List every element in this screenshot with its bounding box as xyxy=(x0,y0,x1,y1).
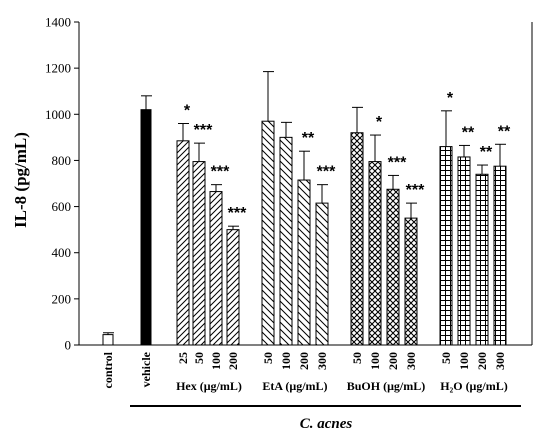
x-category-label: 50 xyxy=(350,352,364,364)
bar xyxy=(475,173,489,346)
significance-marker: *** xyxy=(194,122,213,139)
bar xyxy=(209,191,223,346)
bars: ***************************** xyxy=(102,71,511,346)
group-label: BuOH (μg/mL) xyxy=(347,379,425,393)
bar xyxy=(350,132,364,346)
x-category-label: 300 xyxy=(493,352,507,370)
bar xyxy=(457,156,471,346)
x-category-label: 50 xyxy=(439,352,453,364)
significance-marker: * xyxy=(447,90,454,107)
x-category-label: control xyxy=(101,351,115,388)
bar xyxy=(439,146,453,346)
x-category-label: 25 xyxy=(176,352,190,364)
bar xyxy=(315,202,329,346)
x-category-label: 100 xyxy=(457,352,471,370)
significance-marker: *** xyxy=(211,164,230,181)
x-category-label: 50 xyxy=(261,352,275,364)
x-category-label: 50 xyxy=(192,352,206,364)
bar xyxy=(386,188,400,346)
bar xyxy=(368,161,382,346)
x-category-label: 100 xyxy=(209,352,223,370)
y-tick-label: 1200 xyxy=(45,61,71,76)
bar xyxy=(192,161,206,346)
bar xyxy=(140,109,152,346)
y-tick-label: 0 xyxy=(65,338,72,353)
significance-marker: * xyxy=(184,103,191,120)
bar xyxy=(404,217,418,346)
x-category-label: 300 xyxy=(315,352,329,370)
significance-marker: * xyxy=(376,114,383,131)
x-category-label: 200 xyxy=(226,352,240,370)
bar xyxy=(102,334,114,346)
x-category-label: 300 xyxy=(404,352,418,370)
y-axis-label: IL-8 (pg/mL) xyxy=(11,132,30,228)
y-tick-label: 1000 xyxy=(45,107,71,122)
bar xyxy=(176,140,190,346)
bar xyxy=(493,165,507,346)
x-category-label: vehicle xyxy=(139,351,153,387)
bar xyxy=(226,229,240,346)
x-category-label: 100 xyxy=(368,352,382,370)
bar xyxy=(279,136,293,346)
significance-marker: *** xyxy=(317,164,336,181)
group-label: Hex (μg/mL) xyxy=(176,379,242,393)
significance-marker: ** xyxy=(462,124,475,141)
x-labels: control vehicle 25 50 100 200 50 100 200 300 50 100… xyxy=(101,351,508,393)
significance-marker: ** xyxy=(480,144,493,161)
bar xyxy=(261,120,275,346)
significance-marker: ** xyxy=(498,123,511,140)
significance-marker: ** xyxy=(302,130,315,147)
axes: 0 200 400 600 800 1000 1200 1400 xyxy=(45,15,533,353)
bottom-label: C. acnes xyxy=(300,416,353,432)
bar xyxy=(297,179,311,346)
significance-marker: *** xyxy=(228,205,247,222)
group-label: H₂O (μg/mL) xyxy=(440,379,507,393)
y-tick-label: 600 xyxy=(52,199,72,214)
x-category-label: 200 xyxy=(297,352,311,370)
x-category-label: 200 xyxy=(386,352,400,370)
x-category-label: 200 xyxy=(475,352,489,370)
y-tick-label: 800 xyxy=(52,153,72,168)
significance-marker: *** xyxy=(406,182,425,199)
significance-marker: *** xyxy=(388,154,407,171)
group-label: EtA (μg/mL) xyxy=(262,379,327,393)
x-category-label: 100 xyxy=(279,352,293,370)
y-tick-label: 400 xyxy=(52,245,72,260)
y-tick-label: 200 xyxy=(52,291,72,306)
y-tick-label: 1400 xyxy=(45,15,71,30)
